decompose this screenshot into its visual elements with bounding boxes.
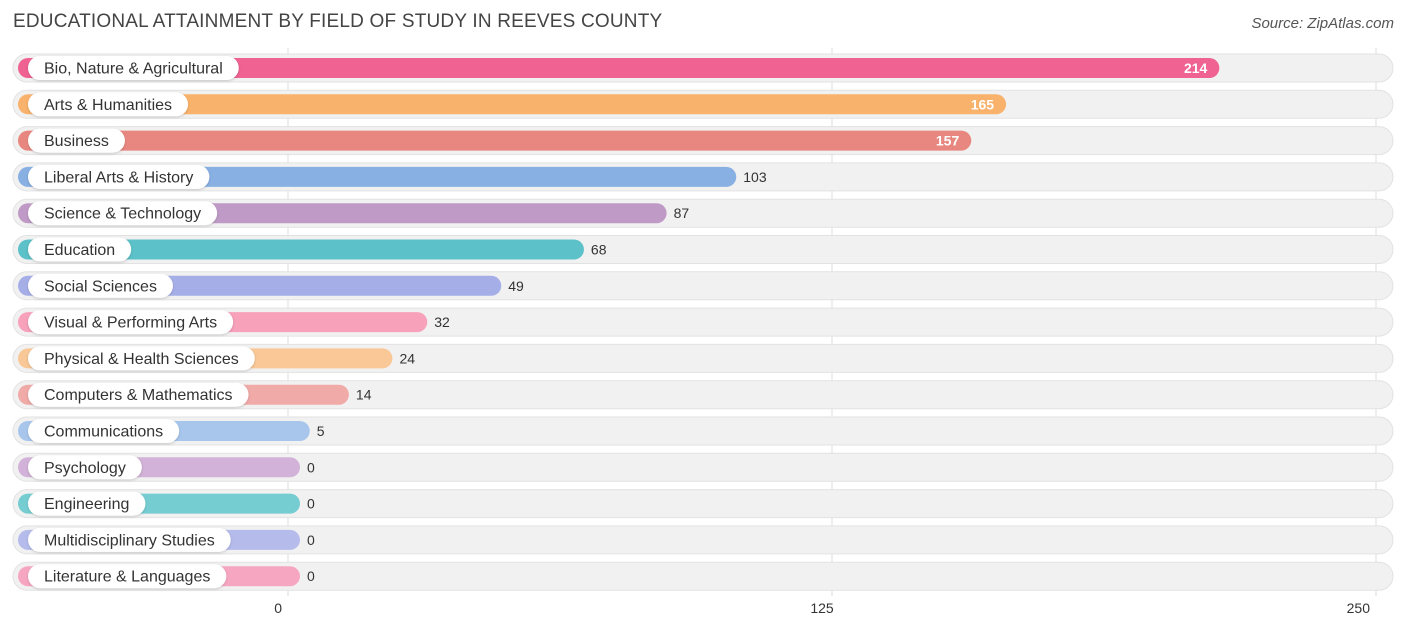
category-label-pill xyxy=(28,527,231,552)
value-label: 0 xyxy=(307,496,315,512)
bar-track xyxy=(12,489,1394,519)
category-label: Liberal Arts & History xyxy=(44,169,193,186)
value-label: 0 xyxy=(307,532,315,548)
bar-track xyxy=(12,561,1394,591)
value-label: 165 xyxy=(971,96,995,112)
category-label: Literature & Languages xyxy=(44,569,210,586)
category-label: Science & Technology xyxy=(44,206,201,223)
category-label-pill xyxy=(28,56,239,80)
value-label: 14 xyxy=(356,387,372,403)
x-tick-label: 125 xyxy=(810,600,834,616)
category-label-pill xyxy=(28,92,189,117)
value-label: 87 xyxy=(674,205,690,221)
value-label: 5 xyxy=(317,423,325,439)
category-label-pill xyxy=(28,273,173,298)
category-label: Social Sciences xyxy=(44,278,157,295)
category-label: Multidisciplinary Studies xyxy=(44,532,215,549)
value-label: 214 xyxy=(1184,60,1208,76)
category-label: Visual & Performing Arts xyxy=(44,315,217,332)
category-label-pill xyxy=(28,455,142,480)
category-label-pill xyxy=(28,491,146,516)
bar-track xyxy=(12,416,1394,446)
category-label-pill xyxy=(28,128,125,153)
category-label: Education xyxy=(44,242,115,259)
category-label: Physical & Health Sciences xyxy=(44,351,239,368)
category-label-pill xyxy=(28,419,180,443)
category-label-pill xyxy=(28,564,227,589)
value-label: 103 xyxy=(743,169,767,185)
value-label: 68 xyxy=(591,242,607,258)
x-tick-label: 250 xyxy=(1347,600,1371,616)
bar xyxy=(18,94,1007,115)
category-label-pill xyxy=(28,164,210,189)
category-label-pill xyxy=(28,382,249,407)
bar-track xyxy=(12,525,1394,555)
category-label: Bio, Nature & Agricultural xyxy=(44,61,223,78)
category-label: Business xyxy=(44,133,109,150)
category-label: Computers & Mathematics xyxy=(44,387,233,404)
category-label-pill xyxy=(28,310,234,335)
category-label: Engineering xyxy=(44,496,129,513)
bar-track xyxy=(12,452,1394,482)
category-label-pill xyxy=(28,237,132,262)
bar xyxy=(18,58,1220,78)
x-axis-ticks: 0 125 250 xyxy=(274,600,1370,616)
chart-title: EDUCATIONAL ATTAINMENT BY FIELD OF STUDY… xyxy=(13,11,663,32)
category-label: Communications xyxy=(44,424,163,441)
category-label-pill xyxy=(28,201,218,226)
value-label: 0 xyxy=(307,459,315,475)
bar xyxy=(18,130,972,151)
value-label: 24 xyxy=(399,350,415,366)
category-label-pill xyxy=(28,346,255,371)
value-label: 157 xyxy=(936,133,960,149)
category-label: Psychology xyxy=(44,460,126,477)
value-label: 49 xyxy=(508,278,524,294)
x-tick-label: 0 xyxy=(274,600,282,616)
source-label: Source: ZipAtlas.com xyxy=(1251,15,1394,32)
category-label: Arts & Humanities xyxy=(44,97,172,114)
bars: Bio, Nature & Agricultural 214 Arts & Huma… xyxy=(12,53,1394,591)
bar xyxy=(18,239,584,260)
bar-track xyxy=(12,380,1394,410)
value-label: 32 xyxy=(434,314,450,330)
value-label: 0 xyxy=(307,568,315,584)
